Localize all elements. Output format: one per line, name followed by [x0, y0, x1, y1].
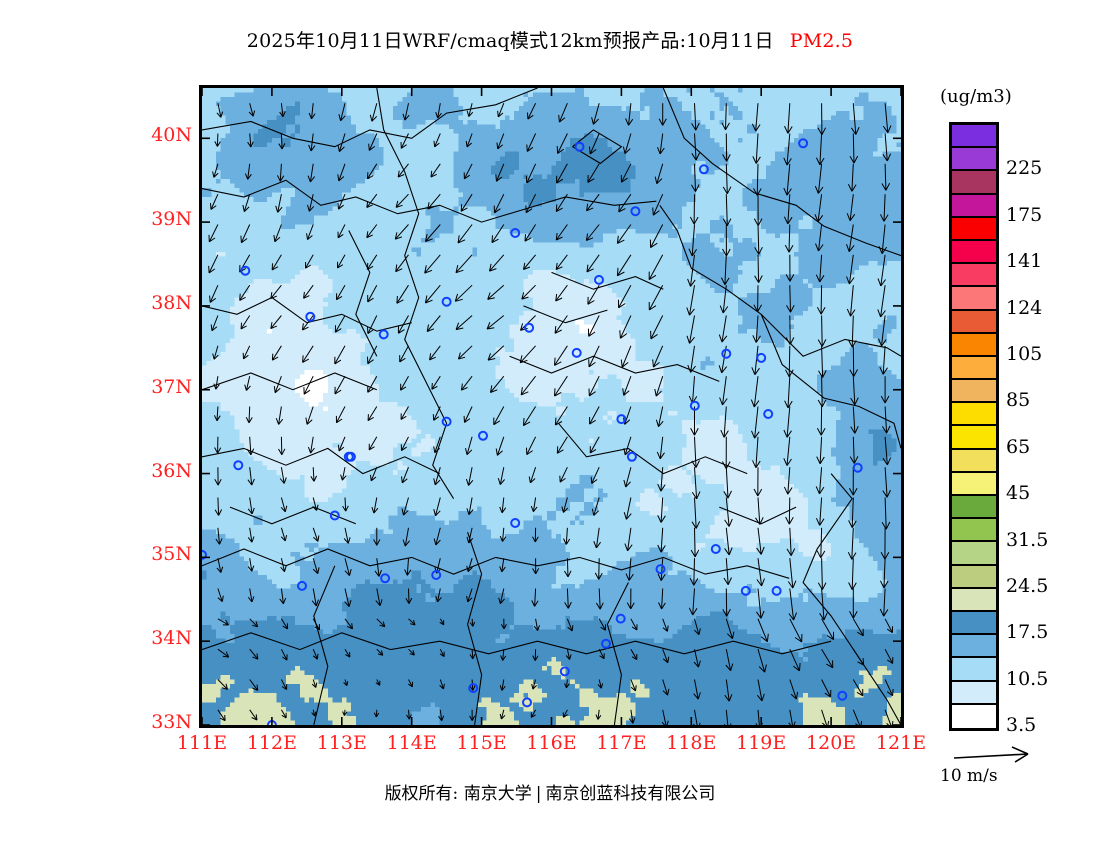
x-tick-label: 121E: [875, 732, 927, 754]
colorbar-tick-label: 3.5: [1006, 714, 1037, 737]
axis-ticks: [202, 88, 901, 725]
province-borders: [202, 88, 901, 725]
footer-left: 版权所有: 南京大学: [384, 784, 532, 804]
footer-copyright: 版权所有: 南京大学 | 南京创蓝科技有限公司: [0, 779, 1100, 804]
colorbar-swatches: [949, 122, 999, 731]
colorbar-swatch: [952, 472, 996, 496]
colorbar-swatch: [952, 635, 996, 659]
colorbar-swatch: [952, 310, 996, 334]
colorbar-swatch: [952, 217, 996, 241]
footer-separator: |: [535, 784, 542, 804]
y-axis: 33N 34N 35N 36N 37N 38N 39N 40N: [130, 85, 192, 733]
colorbar-panel: (ug/m3) 225 175 141 124 105 85 65 45 31.5 24.5 17.…: [930, 86, 1100, 786]
colorbar-swatch: [952, 333, 996, 357]
x-tick-label: 118E: [666, 732, 717, 754]
colorbar-swatch: [952, 565, 996, 589]
colorbar-tick-label: 225: [1006, 157, 1043, 180]
colorbar-swatch: [952, 681, 996, 705]
colorbar-tick-label: 31.5: [1006, 528, 1049, 551]
colorbar-swatch: [952, 426, 996, 450]
x-axis: 111E 112E 113E 114E 115E 116E 117E 118E 119E 120E…: [177, 728, 926, 758]
colorbar-swatch: [952, 287, 996, 311]
chart-title-species: PM2.5: [789, 30, 854, 52]
y-tick-label: 34N: [151, 627, 192, 650]
wind-vectors: [208, 102, 894, 725]
colorbar-swatch: [952, 588, 996, 612]
colorbar-swatch: [952, 658, 996, 682]
y-tick-label: 39N: [151, 208, 192, 231]
colorbar-tick-label: 17.5: [1006, 621, 1049, 644]
colorbar-tick-label: 85: [1006, 389, 1031, 412]
x-tick-label: 113E: [316, 732, 367, 754]
colorbar-tick-label: 65: [1006, 435, 1031, 458]
colorbar-tick-label: 24.5: [1006, 575, 1049, 597]
x-tick-label: 114E: [386, 732, 437, 754]
x-tick-label: 117E: [596, 732, 647, 754]
y-tick-label: 37N: [151, 375, 192, 398]
footer-right: 南京创蓝科技有限公司: [545, 784, 716, 804]
colorbar-swatch: [952, 449, 996, 473]
colorbar-swatch: [952, 704, 996, 728]
chart-title-main: 2025年10月11日WRF/cmaq模式12km预报产品:10月11日: [246, 30, 774, 52]
y-tick-label: 40N: [151, 124, 192, 147]
colorbar-swatch: [952, 125, 996, 149]
colorbar-swatch: [952, 240, 996, 265]
x-tick-label: 120E: [806, 732, 857, 754]
wind-scale-key: 10 m/s: [940, 745, 1090, 786]
colorbar-tick-label: 45: [1006, 482, 1031, 505]
colorbar-tick-label: 124: [1006, 296, 1043, 319]
city-markers: [202, 138, 863, 725]
x-tick-label: 116E: [526, 732, 577, 754]
colorbar-swatch: [952, 171, 996, 195]
colorbar-units-label: (ug/m3): [940, 86, 1012, 107]
colorbar-swatch: [952, 194, 996, 218]
colorbar-swatch: [952, 542, 996, 566]
y-tick-label: 38N: [151, 291, 192, 314]
colorbar-swatch: [952, 380, 996, 404]
map-plot-area: [199, 85, 904, 728]
colorbar-swatch: [952, 264, 996, 288]
colorbar-swatch: [952, 403, 996, 427]
chart-title: 2025年10月11日WRF/cmaq模式12km预报产品:10月11日 PM2.…: [0, 26, 1100, 53]
x-tick-label: 115E: [456, 732, 507, 754]
wind-scale-label: 10 m/s: [940, 766, 998, 786]
arrow-right-icon: [953, 746, 1029, 763]
x-tick-label: 112E: [246, 732, 297, 754]
colorbar-tick-label: 105: [1006, 343, 1043, 365]
colorbar-swatch: [952, 519, 996, 543]
y-tick-label: 35N: [151, 543, 192, 566]
x-tick-label: 119E: [736, 732, 787, 754]
colorbar-tick-label: 141: [1006, 250, 1043, 273]
colorbar-swatch: [952, 356, 996, 381]
pm25-concentration-map: [202, 88, 901, 725]
colorbar-swatch: [952, 611, 996, 636]
colorbar-swatch: [952, 148, 996, 172]
colorbar-tick-label: 10.5: [1006, 667, 1049, 690]
x-tick-label: 111E: [176, 732, 228, 754]
colorbar-swatch: [952, 496, 996, 520]
y-tick-label: 36N: [151, 459, 192, 482]
concentration-field: [202, 88, 901, 725]
colorbar-tick-label: 175: [1006, 203, 1043, 226]
y-tick-label: 33N: [151, 711, 192, 733]
